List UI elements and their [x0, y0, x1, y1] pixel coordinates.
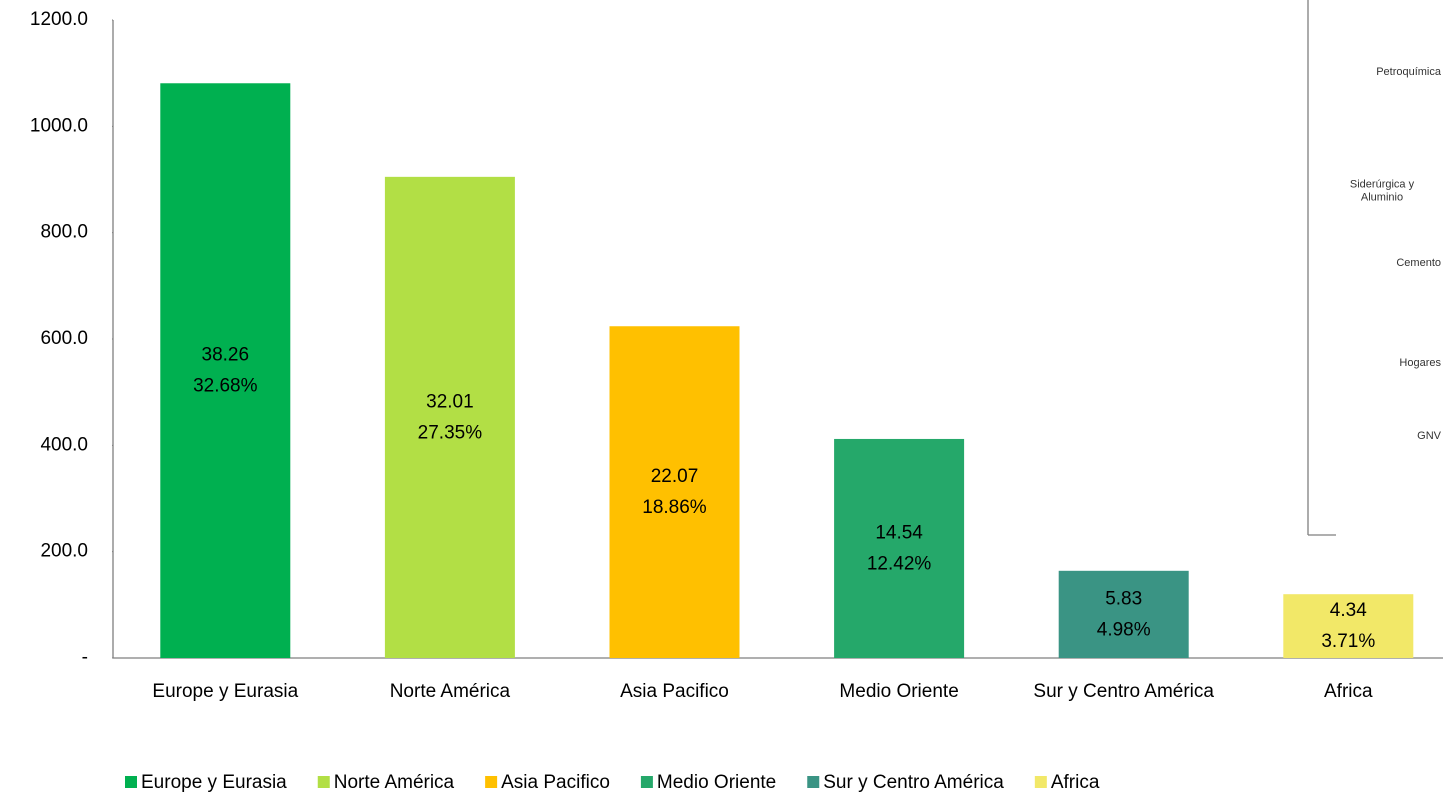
legend-label: Medio Oriente	[657, 772, 776, 793]
data-label-value: 14.54	[875, 522, 923, 543]
data-label-share: 12.42%	[867, 553, 932, 574]
y-tick-label: 400.0	[40, 434, 88, 455]
data-label-value: 5.83	[1105, 588, 1142, 609]
data-label-value: 38.26	[202, 345, 250, 366]
y-tick-label: 800.0	[40, 222, 88, 243]
bar	[1058, 570, 1189, 658]
x-tick-label: Europe y Eurasia	[152, 681, 298, 702]
y-tick-label: 600.0	[40, 328, 88, 349]
bar	[384, 176, 515, 658]
bar	[1283, 594, 1414, 658]
inset-label: Aluminio	[1361, 191, 1403, 203]
y-tick-label: -	[82, 647, 88, 668]
bar	[160, 83, 291, 659]
legend-label: Asia Pacifico	[501, 772, 610, 793]
data-label-share: 32.68%	[193, 376, 258, 397]
y-tick-label: 200.0	[40, 541, 88, 562]
inset-label: GNV	[1417, 430, 1442, 442]
x-tick-label: Medio Oriente	[839, 681, 958, 702]
data-label-share: 18.86%	[642, 497, 707, 518]
legend-swatch	[807, 776, 820, 788]
data-label-value: 4.34	[1330, 600, 1367, 621]
legend-label: Europe y Eurasia	[141, 772, 287, 793]
data-label-share: 3.71%	[1321, 631, 1375, 652]
bar	[834, 438, 965, 658]
data-label-value: 32.01	[426, 391, 474, 412]
legend-swatch	[485, 776, 498, 788]
y-tick-label: 1000.0	[30, 115, 88, 136]
inset-label: Siderúrgica y	[1350, 178, 1415, 190]
y-tick-label: 1200.0	[30, 9, 88, 30]
bar	[609, 326, 740, 658]
data-label-share: 4.98%	[1097, 619, 1151, 640]
legend-swatch	[640, 776, 653, 788]
inset-label: Cemento	[1396, 257, 1441, 269]
legend-label: Africa	[1051, 772, 1100, 793]
x-tick-label: Norte América	[390, 681, 511, 702]
inset-label: Hogares	[1399, 357, 1441, 369]
data-label-share: 27.35%	[418, 422, 483, 443]
legend-label: Norte América	[334, 772, 455, 793]
legend-swatch	[1034, 776, 1047, 788]
legend-swatch	[317, 776, 330, 788]
legend-swatch	[125, 776, 137, 788]
inset-label: Petroquímica	[1376, 66, 1442, 78]
x-tick-label: Africa	[1324, 681, 1373, 702]
legend-label: Sur y Centro América	[823, 772, 1004, 793]
data-label-value: 22.07	[651, 466, 699, 487]
x-tick-label: Sur y Centro América	[1033, 681, 1214, 702]
x-tick-label: Asia Pacifico	[620, 681, 729, 702]
